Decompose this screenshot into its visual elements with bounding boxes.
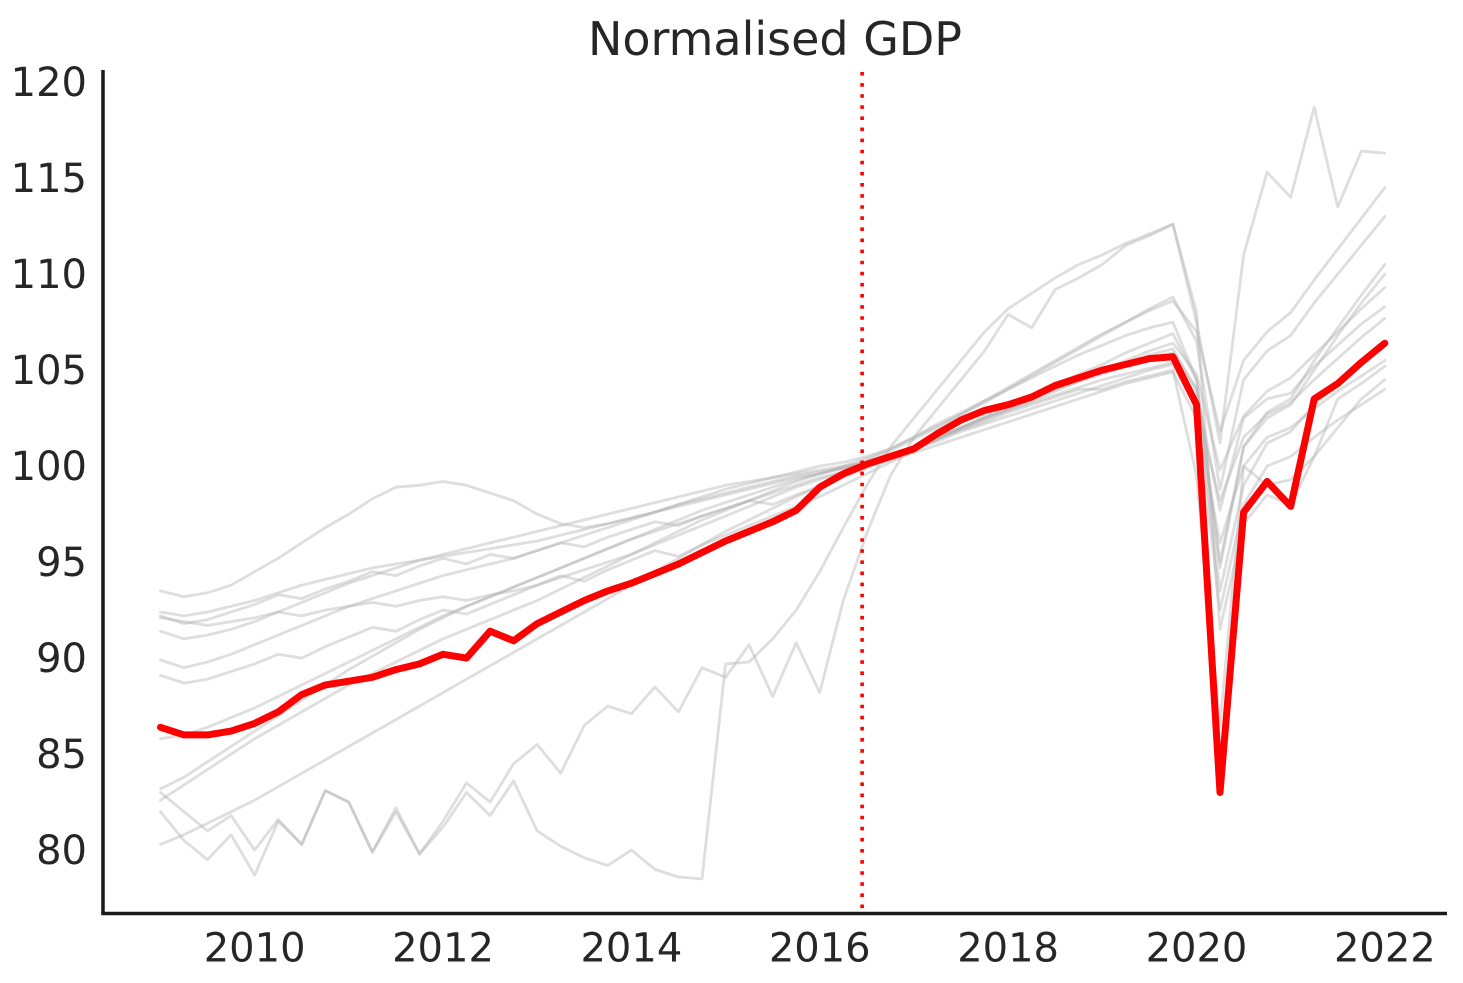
axes: [101, 70, 1447, 916]
y-tick-label-90: 90: [36, 636, 87, 682]
y-axis-tick-labels: 80 85 90 95 100 105 110 115 120: [11, 60, 87, 874]
x-tick-label-2010: 2010: [204, 926, 306, 972]
y-tick-label-85: 85: [36, 732, 87, 778]
gray-line-series-05: [159, 286, 1387, 641]
highlighted-country-line: [157, 339, 1389, 796]
y-tick-label-100: 100: [11, 444, 87, 490]
x-axis-tick-labels: 2010 2012 2014 2016 2018 2020 2022: [204, 926, 1436, 972]
x-tick-label-2022: 2022: [1334, 926, 1436, 972]
y-tick-label-110: 110: [11, 252, 87, 298]
gray-line-series-02: [159, 364, 1387, 727]
y-tick-label-120: 120: [11, 60, 87, 106]
y-tick-label-105: 105: [11, 348, 87, 394]
gray-line-series-07: [159, 186, 1387, 741]
gray-line-series-03: [159, 263, 1387, 625]
y-tick-label-80: 80: [36, 828, 87, 874]
chart-title: Normalised GDP: [588, 12, 962, 66]
highlight-line-highlighted-country: [157, 339, 1389, 796]
y-tick-label-95: 95: [36, 540, 87, 586]
gray-line-series-08: [159, 359, 1387, 791]
gray-line-series-09: [159, 222, 1387, 856]
x-tick-label-2014: 2014: [580, 926, 682, 972]
x-tick-label-2020: 2020: [1146, 926, 1248, 972]
other-country-lines: [159, 105, 1387, 881]
x-tick-label-2012: 2012: [392, 926, 494, 972]
gray-line-series-01: [159, 305, 1387, 599]
x-tick-label-2016: 2016: [769, 926, 871, 972]
gray-line-series-06: [159, 215, 1387, 670]
x-tick-label-2018: 2018: [957, 926, 1059, 972]
y-tick-label-115: 115: [11, 156, 87, 202]
gray-line-series-13: [159, 105, 1387, 881]
